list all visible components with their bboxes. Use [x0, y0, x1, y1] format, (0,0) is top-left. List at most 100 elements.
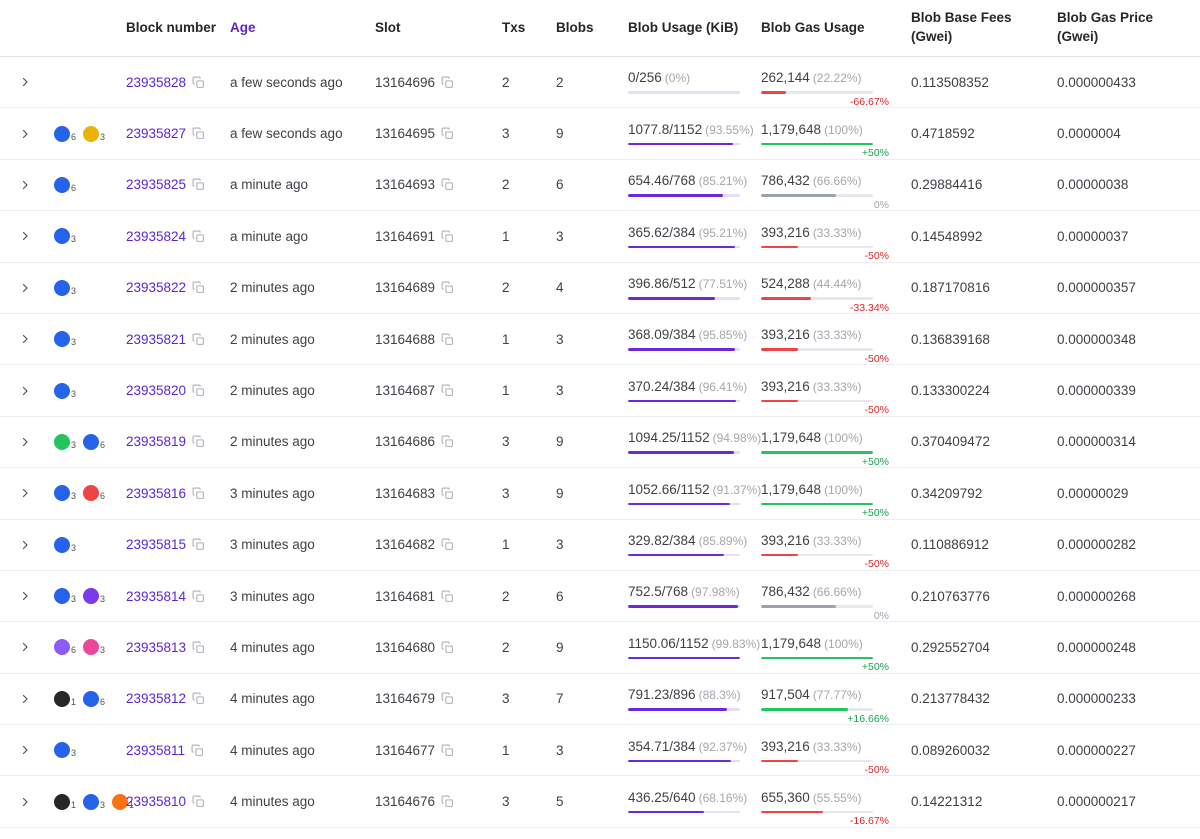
expand-chevron-icon[interactable] — [19, 641, 31, 653]
rollup-icon[interactable]: 6 — [83, 690, 105, 707]
expand-chevron-icon[interactable] — [19, 487, 31, 499]
rollup-icon[interactable]: 3 — [54, 382, 76, 399]
rollup-icon[interactable]: 1 — [112, 793, 134, 810]
block-number-link[interactable]: 23935822 — [126, 280, 187, 296]
blobs-count: 2 — [556, 74, 564, 90]
copy-icon[interactable] — [192, 333, 205, 346]
rollup-icon[interactable]: 6 — [54, 176, 76, 193]
expand-chevron-icon[interactable] — [19, 282, 31, 294]
copy-icon[interactable] — [441, 744, 454, 757]
copy-icon[interactable] — [191, 744, 204, 757]
rollup-icon[interactable]: 3 — [54, 331, 76, 348]
copy-icon[interactable] — [192, 178, 205, 191]
rollup-icon[interactable]: 3 — [83, 125, 105, 142]
expand-chevron-icon[interactable] — [19, 385, 31, 397]
rollup-icons: 3 — [50, 279, 122, 296]
copy-icon[interactable] — [192, 692, 205, 705]
block-number-link[interactable]: 23935825 — [126, 177, 187, 193]
copy-icon[interactable] — [192, 230, 205, 243]
blob-gas-percent: (100%) — [824, 122, 863, 137]
copy-icon[interactable] — [441, 333, 454, 346]
blobs-count: 6 — [556, 588, 564, 604]
expand-chevron-icon[interactable] — [19, 179, 31, 191]
rollup-icon[interactable]: 6 — [54, 125, 76, 142]
rollup-icon[interactable]: 6 — [54, 639, 76, 656]
block-number-link[interactable]: 23935810 — [126, 794, 187, 810]
copy-icon[interactable] — [441, 692, 454, 705]
expand-chevron-icon[interactable] — [19, 436, 31, 448]
copy-icon[interactable] — [441, 590, 454, 603]
block-number-link[interactable]: 23935811 — [126, 742, 186, 758]
blob-usage-cell: 396.86/512 (77.51%) — [624, 276, 757, 300]
rollup-icons: 3 — [50, 331, 122, 348]
rollup-icon[interactable]: 3 — [54, 536, 76, 553]
col-header-age[interactable]: Age — [230, 19, 256, 35]
copy-icon[interactable] — [441, 230, 454, 243]
blob-gas-progressbar — [761, 297, 873, 300]
rollup-icon[interactable]: 3 — [54, 588, 76, 605]
rollup-icon[interactable]: 3 — [54, 742, 76, 759]
table-row: 3 23935824 a minute ago 13164691 1 3 365… — [0, 211, 1200, 263]
rollup-icon[interactable]: 3 — [54, 433, 76, 450]
expand-chevron-icon[interactable] — [19, 230, 31, 242]
copy-icon[interactable] — [192, 384, 205, 397]
expand-chevron-icon[interactable] — [19, 539, 31, 551]
copy-icon[interactable] — [441, 76, 454, 89]
rollup-icon[interactable]: 3 — [54, 485, 76, 502]
block-number-link[interactable]: 23935819 — [126, 434, 187, 450]
expand-chevron-icon[interactable] — [19, 128, 31, 140]
blob-gas-percent: (33.33%) — [812, 328, 862, 343]
copy-icon[interactable] — [441, 641, 454, 654]
col-header-blob-gas-usage: Blob Gas Usage — [761, 19, 865, 35]
block-number-link[interactable]: 23935813 — [126, 639, 187, 655]
block-number-link[interactable]: 23935824 — [126, 228, 187, 244]
block-number-link[interactable]: 23935821 — [126, 331, 187, 347]
rollup-icon[interactable]: 1 — [54, 690, 76, 707]
blob-usage-progressbar — [628, 194, 740, 197]
rollup-icon[interactable]: 3 — [54, 228, 76, 245]
expand-chevron-icon[interactable] — [19, 333, 31, 345]
copy-icon[interactable] — [441, 487, 454, 500]
block-number-link[interactable]: 23935828 — [126, 74, 187, 90]
copy-icon[interactable] — [441, 538, 454, 551]
slot-value: 13164682 — [375, 537, 436, 553]
block-number-link[interactable]: 23935816 — [126, 485, 187, 501]
col-header-blobs: Blobs — [556, 19, 594, 35]
copy-icon[interactable] — [192, 127, 205, 140]
copy-icon[interactable] — [192, 435, 205, 448]
rollup-icon[interactable]: 3 — [83, 639, 105, 656]
rollup-icon[interactable]: 3 — [83, 793, 105, 810]
copy-icon[interactable] — [441, 127, 454, 140]
copy-icon[interactable] — [192, 795, 205, 808]
copy-icon[interactable] — [192, 641, 205, 654]
expand-chevron-icon[interactable] — [19, 744, 31, 756]
blob-gas-progressbar — [761, 810, 873, 814]
copy-icon[interactable] — [441, 435, 454, 448]
block-number-link[interactable]: 23935827 — [126, 126, 187, 142]
block-number-link[interactable]: 23935820 — [126, 383, 187, 399]
blob-usage-progressbar — [628, 297, 740, 300]
copy-icon[interactable] — [192, 538, 205, 551]
block-number-link[interactable]: 23935812 — [126, 691, 187, 707]
copy-icon[interactable] — [192, 76, 205, 89]
expand-chevron-icon[interactable] — [19, 76, 31, 88]
copy-icon[interactable] — [441, 384, 454, 397]
blob-usage-cell: 1094.25/1152 (94.98%) — [624, 430, 761, 454]
expand-chevron-icon[interactable] — [19, 590, 31, 602]
blobs-count: 7 — [556, 691, 564, 707]
rollup-icon[interactable]: 6 — [83, 485, 105, 502]
expand-chevron-icon[interactable] — [19, 796, 31, 808]
copy-icon[interactable] — [192, 281, 205, 294]
rollup-icon[interactable]: 6 — [83, 433, 105, 450]
copy-icon[interactable] — [192, 487, 205, 500]
copy-icon[interactable] — [192, 590, 205, 603]
copy-icon[interactable] — [441, 281, 454, 294]
block-number-link[interactable]: 23935814 — [126, 588, 187, 604]
rollup-icon[interactable]: 1 — [54, 793, 76, 810]
rollup-icon[interactable]: 3 — [83, 588, 105, 605]
rollup-icon[interactable]: 3 — [54, 279, 76, 296]
copy-icon[interactable] — [441, 795, 454, 808]
copy-icon[interactable] — [441, 178, 454, 191]
block-number-link[interactable]: 23935815 — [126, 537, 187, 553]
expand-chevron-icon[interactable] — [19, 693, 31, 705]
